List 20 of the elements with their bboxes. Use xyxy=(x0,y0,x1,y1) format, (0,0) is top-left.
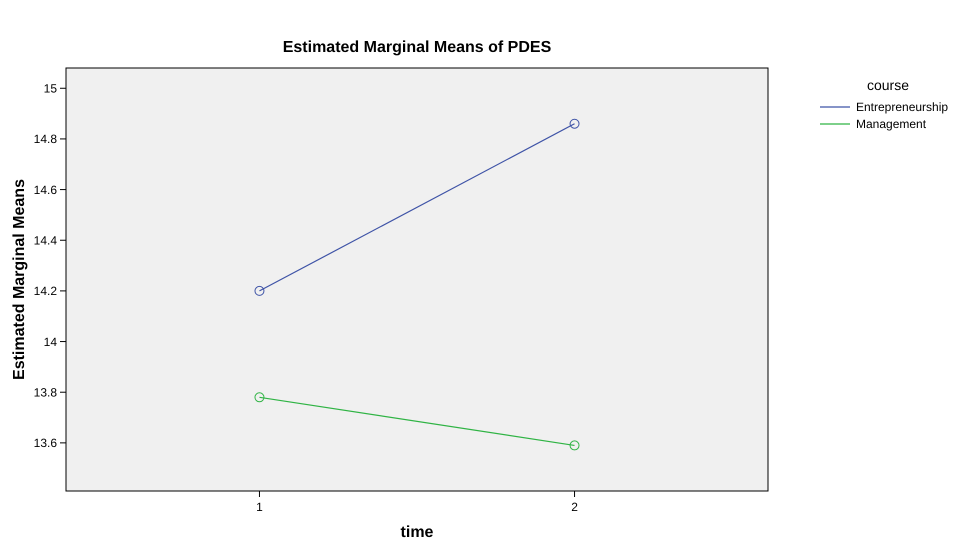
y-tick-label: 14.8 xyxy=(34,132,58,146)
y-tick-label: 13.8 xyxy=(34,385,58,400)
legend-title: course xyxy=(866,77,910,93)
y-tick-label: 14.4 xyxy=(34,233,58,248)
y-tick-label: 14.2 xyxy=(34,284,58,298)
y-tick-label: 14 xyxy=(44,334,58,349)
legend-label: Management xyxy=(856,117,927,132)
chart-title: Estimated Marginal Means of PDES xyxy=(282,39,552,56)
point xyxy=(570,118,580,129)
y-tick-label: 14.6 xyxy=(34,182,58,197)
x-tick-label: 2 xyxy=(571,500,578,514)
y-axis-title: Estimated Marginal Means xyxy=(11,178,28,380)
y-tick-label: 15 xyxy=(44,81,58,96)
x-tick-label: 1 xyxy=(256,500,264,514)
point xyxy=(254,286,264,296)
y-tick-label: 13.6 xyxy=(34,436,58,450)
point xyxy=(570,440,580,450)
point xyxy=(254,392,264,402)
x-axis-title: time xyxy=(400,524,434,541)
legend-label: Entrepreneurship xyxy=(856,100,948,114)
